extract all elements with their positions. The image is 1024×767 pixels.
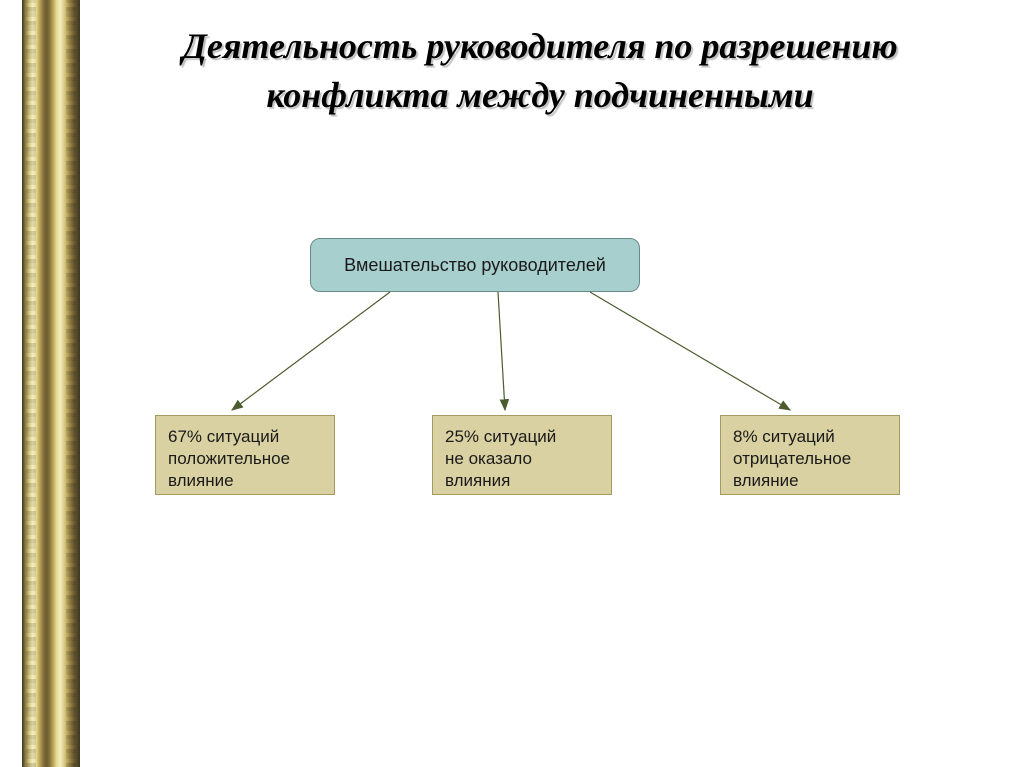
- arrow-to-negative: [590, 292, 790, 410]
- arrow-to-neutral: [498, 292, 505, 410]
- root-node: Вмешательство руководителей: [310, 238, 640, 292]
- child-node-neutral: 25% ситуаций не оказало влияния: [432, 415, 612, 495]
- child-node-negative: 8% ситуаций отрицательное влияние: [720, 415, 900, 495]
- slide-title: Деятельность руководителя по разрешению …: [120, 22, 960, 119]
- arrow-to-positive: [232, 292, 390, 410]
- child-node-positive: 67% ситуаций положительное влияние: [155, 415, 335, 495]
- decorative-column: [22, 0, 80, 767]
